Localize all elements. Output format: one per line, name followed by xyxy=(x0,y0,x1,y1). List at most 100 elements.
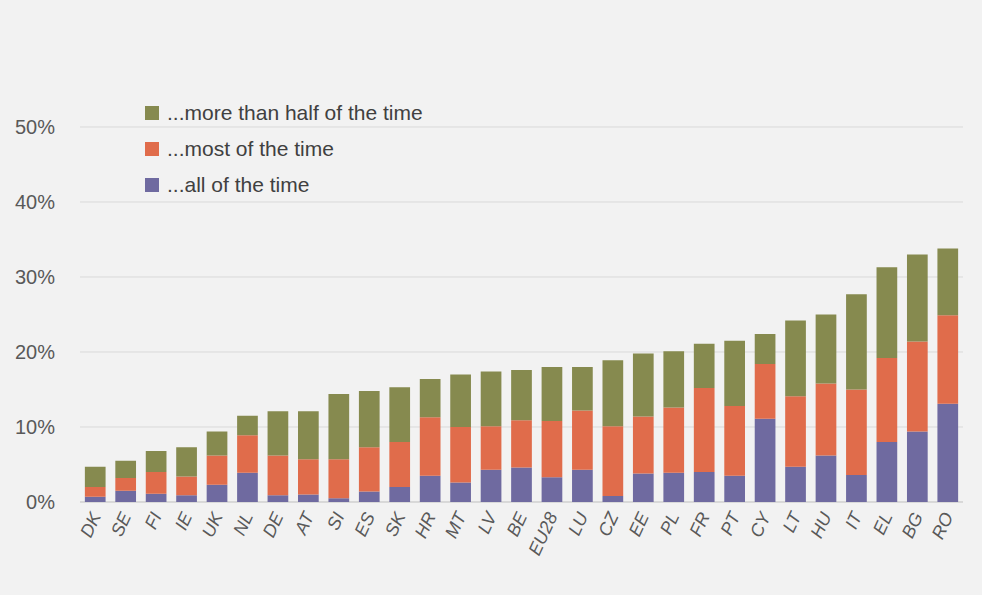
bar-segment xyxy=(694,472,715,502)
bar-segment xyxy=(694,388,715,472)
bar-segment xyxy=(755,334,776,364)
bar-segment xyxy=(877,267,898,358)
bar-segment xyxy=(207,432,228,456)
y-tick-label: 0% xyxy=(26,491,55,513)
bar-segment xyxy=(359,447,380,491)
bar-segment xyxy=(724,341,745,406)
bar-segment xyxy=(268,495,289,502)
bar-segment xyxy=(85,497,106,502)
legend-label: ...more than half of the time xyxy=(167,101,423,124)
bar-segment xyxy=(816,315,837,384)
legend-swatch xyxy=(145,106,159,120)
x-tick-label: HR xyxy=(411,509,440,541)
bar-segment xyxy=(481,372,502,427)
bar-segment xyxy=(268,411,289,455)
bar-segment xyxy=(907,432,928,503)
x-tick-label: FR xyxy=(686,509,714,539)
bar-segment xyxy=(450,427,471,483)
bar-segment xyxy=(237,435,258,473)
bar-segment xyxy=(481,426,502,470)
x-tick-label: BG xyxy=(898,509,927,541)
bar-segment xyxy=(511,420,532,467)
bar-segment xyxy=(572,367,593,411)
bar-segment xyxy=(633,474,654,503)
x-tick-label: DE xyxy=(259,508,288,540)
bar-segment xyxy=(359,492,380,503)
bar-segment xyxy=(542,477,563,502)
x-tick-label: RO xyxy=(928,509,958,542)
x-tick-label: CY xyxy=(746,507,776,540)
bar-segment xyxy=(450,483,471,503)
y-tick-label: 50% xyxy=(15,116,55,138)
x-tick-label: EE xyxy=(625,508,654,539)
y-tick-label: 10% xyxy=(15,416,55,438)
x-tick-label: SE xyxy=(107,508,136,539)
bar-segment xyxy=(176,447,197,476)
bar-segment xyxy=(176,477,197,496)
bar-segment xyxy=(328,394,349,459)
bar-segment xyxy=(115,478,136,491)
bar-segment xyxy=(937,249,958,316)
bar-segment xyxy=(816,384,837,456)
x-tick-label: HU xyxy=(806,508,836,541)
bar-segment xyxy=(755,419,776,502)
bar-segment xyxy=(146,451,167,472)
bar-segment xyxy=(724,406,745,476)
bar-segment xyxy=(785,467,806,502)
bar-segment xyxy=(511,468,532,503)
x-tick-label: PL xyxy=(656,509,683,537)
y-tick-label: 40% xyxy=(15,191,55,213)
bar-segment xyxy=(359,391,380,447)
bar-segment xyxy=(420,379,441,417)
bar-segment xyxy=(85,467,106,487)
x-tick-label: AT xyxy=(290,507,319,538)
bar-segment xyxy=(846,294,867,389)
bar-segment xyxy=(785,396,806,467)
bar-segment xyxy=(663,408,684,473)
bar-segment xyxy=(389,442,410,487)
bar-segment xyxy=(207,485,228,502)
x-tick-label: NL xyxy=(229,509,257,538)
bar-segment xyxy=(207,456,228,485)
bar-segment xyxy=(907,255,928,342)
x-tick-label: BE xyxy=(503,508,532,539)
bar-segment xyxy=(785,321,806,397)
bar-segment xyxy=(937,315,958,404)
bar-segment xyxy=(298,411,319,459)
x-tick-label: IT xyxy=(841,507,867,532)
bar-segment xyxy=(816,456,837,503)
legend-swatch xyxy=(145,178,159,192)
bar-segment xyxy=(724,476,745,502)
bar-segment xyxy=(602,360,623,426)
bar-segment xyxy=(633,354,654,417)
bar-segment xyxy=(420,476,441,502)
bar-segment xyxy=(602,496,623,502)
bar-segment xyxy=(115,461,136,478)
x-tick-label: CZ xyxy=(594,508,623,539)
bar-segment xyxy=(450,375,471,428)
bar-segment xyxy=(907,342,928,432)
x-tick-label: FI xyxy=(141,509,166,532)
bar-segment xyxy=(481,470,502,502)
bar-segment xyxy=(328,498,349,502)
bar-segment xyxy=(694,344,715,388)
bar-segment xyxy=(176,495,197,502)
x-tick-label: LU xyxy=(564,508,592,538)
bar-segment xyxy=(389,487,410,502)
x-tick-label: PT xyxy=(716,507,745,538)
chart: 0%10%20%30%40%50%DKSEFIIEUKNLDEATSIESSKH… xyxy=(0,0,982,595)
grid-line xyxy=(80,202,963,203)
x-tick-label: SI xyxy=(323,509,348,533)
bar-segment xyxy=(602,426,623,496)
x-tick-label: IE xyxy=(171,508,197,533)
legend-label: ...all of the time xyxy=(167,173,309,196)
x-tick-label: LV xyxy=(474,507,502,536)
bar-segment xyxy=(633,417,654,474)
x-tick-label: MT xyxy=(441,507,471,541)
bar-segment xyxy=(298,495,319,503)
bar-segment xyxy=(328,459,349,498)
bar-segment xyxy=(937,404,958,502)
bar-segment xyxy=(237,473,258,502)
legend: ...more than half of the time...most of … xyxy=(145,101,423,196)
bar-segment xyxy=(663,473,684,502)
